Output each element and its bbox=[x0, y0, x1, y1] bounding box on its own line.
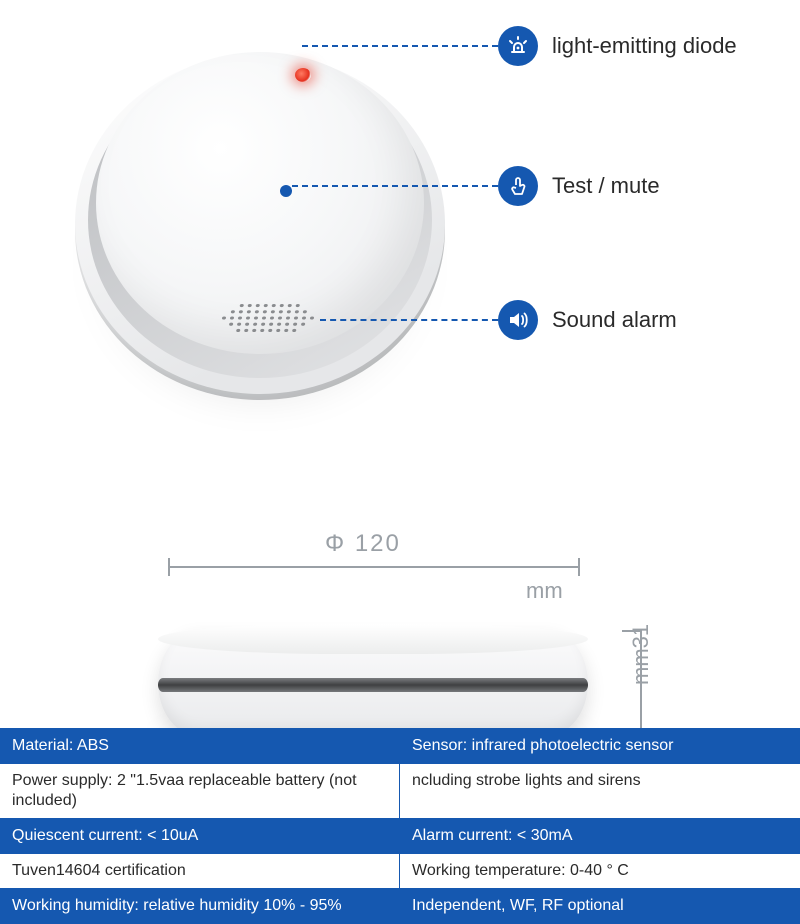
spec-row: Working humidity: relative humidity 10% … bbox=[0, 889, 800, 924]
side-view-slit bbox=[158, 678, 588, 692]
spec-cell: Material: ABS bbox=[0, 729, 400, 763]
side-view-top-edge bbox=[158, 624, 588, 654]
spec-row: Quiescent current: < 10uAAlarm current: … bbox=[0, 819, 800, 854]
spec-row: Material: ABSSensor: infrared photoelect… bbox=[0, 729, 800, 764]
test-button-dot bbox=[280, 185, 292, 197]
spec-cell: Power supply: 2 "1.5vaa replaceable batt… bbox=[0, 764, 400, 818]
speaker-grille bbox=[218, 302, 318, 333]
callout-label: light-emitting diode bbox=[552, 33, 737, 59]
callout-label: Sound alarm bbox=[552, 307, 677, 333]
spec-cell: Sensor: infrared photoelectric sensor bbox=[400, 729, 800, 763]
diameter-dimension-line bbox=[168, 566, 578, 568]
callout-label: Test / mute bbox=[552, 173, 660, 199]
spec-cell: Alarm current: < 30mA bbox=[400, 819, 800, 853]
diameter-label: Φ 120 bbox=[325, 530, 401, 558]
callout-leader-line bbox=[302, 45, 498, 47]
spec-cell: Tuven14604 certification bbox=[0, 854, 400, 888]
callout-leader-line bbox=[292, 185, 498, 187]
callout-leader-line bbox=[320, 319, 498, 321]
callout-sound-alarm: Sound alarm bbox=[320, 300, 677, 340]
spec-row: Tuven14604 certificationWorking temperat… bbox=[0, 854, 800, 889]
dimension-tick bbox=[578, 558, 580, 576]
specifications-table: Material: ABSSensor: infrared photoelect… bbox=[0, 728, 800, 924]
led-indicator-dot bbox=[295, 68, 311, 82]
spec-cell: Working humidity: relative humidity 10% … bbox=[0, 889, 400, 923]
touch-icon bbox=[498, 166, 538, 206]
spec-cell: Quiescent current: < 10uA bbox=[0, 819, 400, 853]
callout-led: light-emitting diode bbox=[302, 26, 737, 66]
spec-row: Power supply: 2 "1.5vaa replaceable batt… bbox=[0, 764, 800, 819]
spec-cell: Independent, WF, RF optional bbox=[400, 889, 800, 923]
detector-perspective-view bbox=[70, 30, 450, 400]
diameter-unit: mm bbox=[526, 578, 563, 604]
spec-cell: ncluding strobe lights and sirens bbox=[400, 764, 800, 818]
spec-cell: Working temperature: 0-40 ° C bbox=[400, 854, 800, 888]
callout-test-mute: Test / mute bbox=[292, 166, 660, 206]
dimension-tick bbox=[168, 558, 170, 576]
speaker-icon bbox=[498, 300, 538, 340]
height-label: mm31 bbox=[628, 624, 654, 685]
siren-icon bbox=[498, 26, 538, 66]
